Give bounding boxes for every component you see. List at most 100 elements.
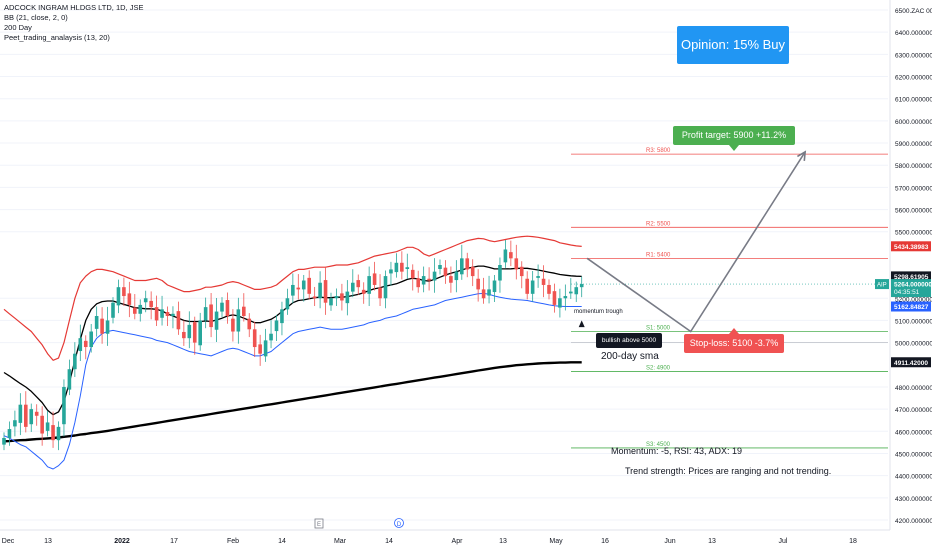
candle bbox=[421, 266, 426, 293]
candle bbox=[78, 324, 83, 362]
candle bbox=[160, 295, 164, 326]
candle-body bbox=[552, 291, 557, 305]
candle bbox=[18, 393, 23, 436]
symbol-title[interactable]: ADCOCK INGRAM HLDGS LTD, 1D, JSE bbox=[4, 3, 144, 12]
candle-body bbox=[476, 278, 480, 290]
price-tag-bg bbox=[891, 357, 931, 368]
candle-body bbox=[187, 324, 192, 339]
candle-body bbox=[149, 300, 153, 308]
candle bbox=[432, 258, 437, 293]
x-tick-label: Jul bbox=[779, 538, 788, 545]
y-tick-label: 4800.000000 bbox=[895, 385, 932, 392]
candle bbox=[383, 270, 388, 309]
y-tick-label: 6400.000000 bbox=[895, 30, 932, 37]
price-tag: 4911.42000 bbox=[891, 357, 931, 368]
candle-body bbox=[51, 425, 55, 441]
candle bbox=[252, 321, 257, 358]
y-tick-label: 4400.000000 bbox=[895, 474, 932, 481]
event-marker-e: E bbox=[314, 518, 324, 529]
candle-body bbox=[165, 312, 170, 316]
candle bbox=[285, 288, 290, 315]
price-tag: 5162.84827 bbox=[891, 301, 931, 312]
candle-body bbox=[263, 340, 268, 357]
x-tick-label: 13 bbox=[499, 538, 507, 545]
candle bbox=[416, 270, 420, 293]
candle-body bbox=[274, 320, 279, 332]
candle bbox=[291, 273, 295, 304]
sma200-line bbox=[3, 361, 582, 443]
candle bbox=[29, 403, 34, 432]
candle bbox=[514, 244, 519, 280]
candle-body bbox=[367, 276, 371, 294]
candle bbox=[122, 277, 126, 307]
profit-target-label: Profit target: 5900 +11.2% bbox=[673, 126, 795, 151]
candle bbox=[389, 261, 393, 286]
candle bbox=[165, 306, 170, 326]
candle bbox=[127, 281, 132, 318]
candle-body bbox=[394, 262, 399, 273]
candle bbox=[579, 276, 584, 298]
candle-body bbox=[323, 280, 328, 303]
trend-strength: Trend strength: Prices are ranging and n… bbox=[625, 466, 832, 476]
candle bbox=[307, 270, 311, 300]
candle bbox=[209, 292, 213, 338]
y-tick-label: 6000.000000 bbox=[895, 119, 932, 126]
candle bbox=[247, 313, 252, 338]
candle bbox=[258, 334, 262, 366]
candle bbox=[498, 257, 502, 293]
ticker-tag-text: AIP bbox=[877, 283, 887, 289]
x-tick-label: 14 bbox=[385, 538, 393, 545]
candle bbox=[24, 391, 28, 433]
level-label: R3: 5800 bbox=[646, 148, 671, 154]
x-tick-label: Jun bbox=[664, 538, 675, 545]
candle-body bbox=[470, 266, 475, 277]
candle bbox=[438, 259, 442, 275]
candle bbox=[394, 253, 399, 278]
candle bbox=[351, 269, 355, 298]
candle-body bbox=[351, 282, 355, 292]
candle bbox=[509, 240, 513, 267]
indicator-bb[interactable]: BB (21, close, 2, 0) bbox=[4, 13, 68, 22]
candle bbox=[13, 410, 17, 437]
candle-body bbox=[269, 333, 273, 341]
candle-body bbox=[579, 284, 584, 288]
candle-body bbox=[569, 291, 573, 294]
stop-loss-label: Stop-loss: 5100 -3.7% bbox=[684, 328, 784, 353]
y-tick-label: 5900.000000 bbox=[895, 141, 932, 148]
candle-body bbox=[225, 300, 230, 316]
candle bbox=[405, 253, 410, 279]
x-tick-label: Apr bbox=[452, 538, 464, 545]
candle-body bbox=[236, 309, 241, 332]
candle-body bbox=[574, 287, 579, 295]
candle-body bbox=[432, 271, 437, 281]
candle-body bbox=[563, 296, 568, 299]
candle-body bbox=[438, 265, 442, 269]
candle bbox=[100, 307, 104, 344]
candle-body bbox=[100, 318, 104, 334]
candle bbox=[503, 239, 508, 268]
price-tag: 5298.61905 bbox=[891, 271, 931, 282]
y-tick-label: 5000.000000 bbox=[895, 341, 932, 348]
y-tick-label: 6500.ZAC 000 bbox=[895, 8, 932, 15]
candle-body bbox=[171, 313, 175, 316]
y-tick-label: 4600.000000 bbox=[895, 429, 932, 436]
x-tick-label: 13 bbox=[44, 538, 52, 545]
candle bbox=[541, 265, 546, 298]
candle bbox=[73, 342, 77, 377]
candle-body bbox=[111, 302, 115, 318]
candle bbox=[51, 411, 55, 448]
candle bbox=[116, 279, 121, 314]
candle bbox=[443, 260, 448, 284]
level-label: S1: 5000 bbox=[646, 326, 671, 332]
indicator-peet[interactable]: Peet_trading_analaysis (13, 20) bbox=[4, 33, 110, 42]
x-tick-label: May bbox=[549, 538, 563, 545]
level-label: S2: 4900 bbox=[646, 365, 671, 371]
indicator-200day[interactable]: 200 Day bbox=[4, 23, 32, 32]
x-tick-label: 17 bbox=[170, 538, 178, 545]
candle bbox=[198, 312, 202, 351]
candle bbox=[410, 264, 415, 291]
level-label: R1: 5400 bbox=[646, 252, 671, 258]
candle-body bbox=[519, 266, 524, 277]
